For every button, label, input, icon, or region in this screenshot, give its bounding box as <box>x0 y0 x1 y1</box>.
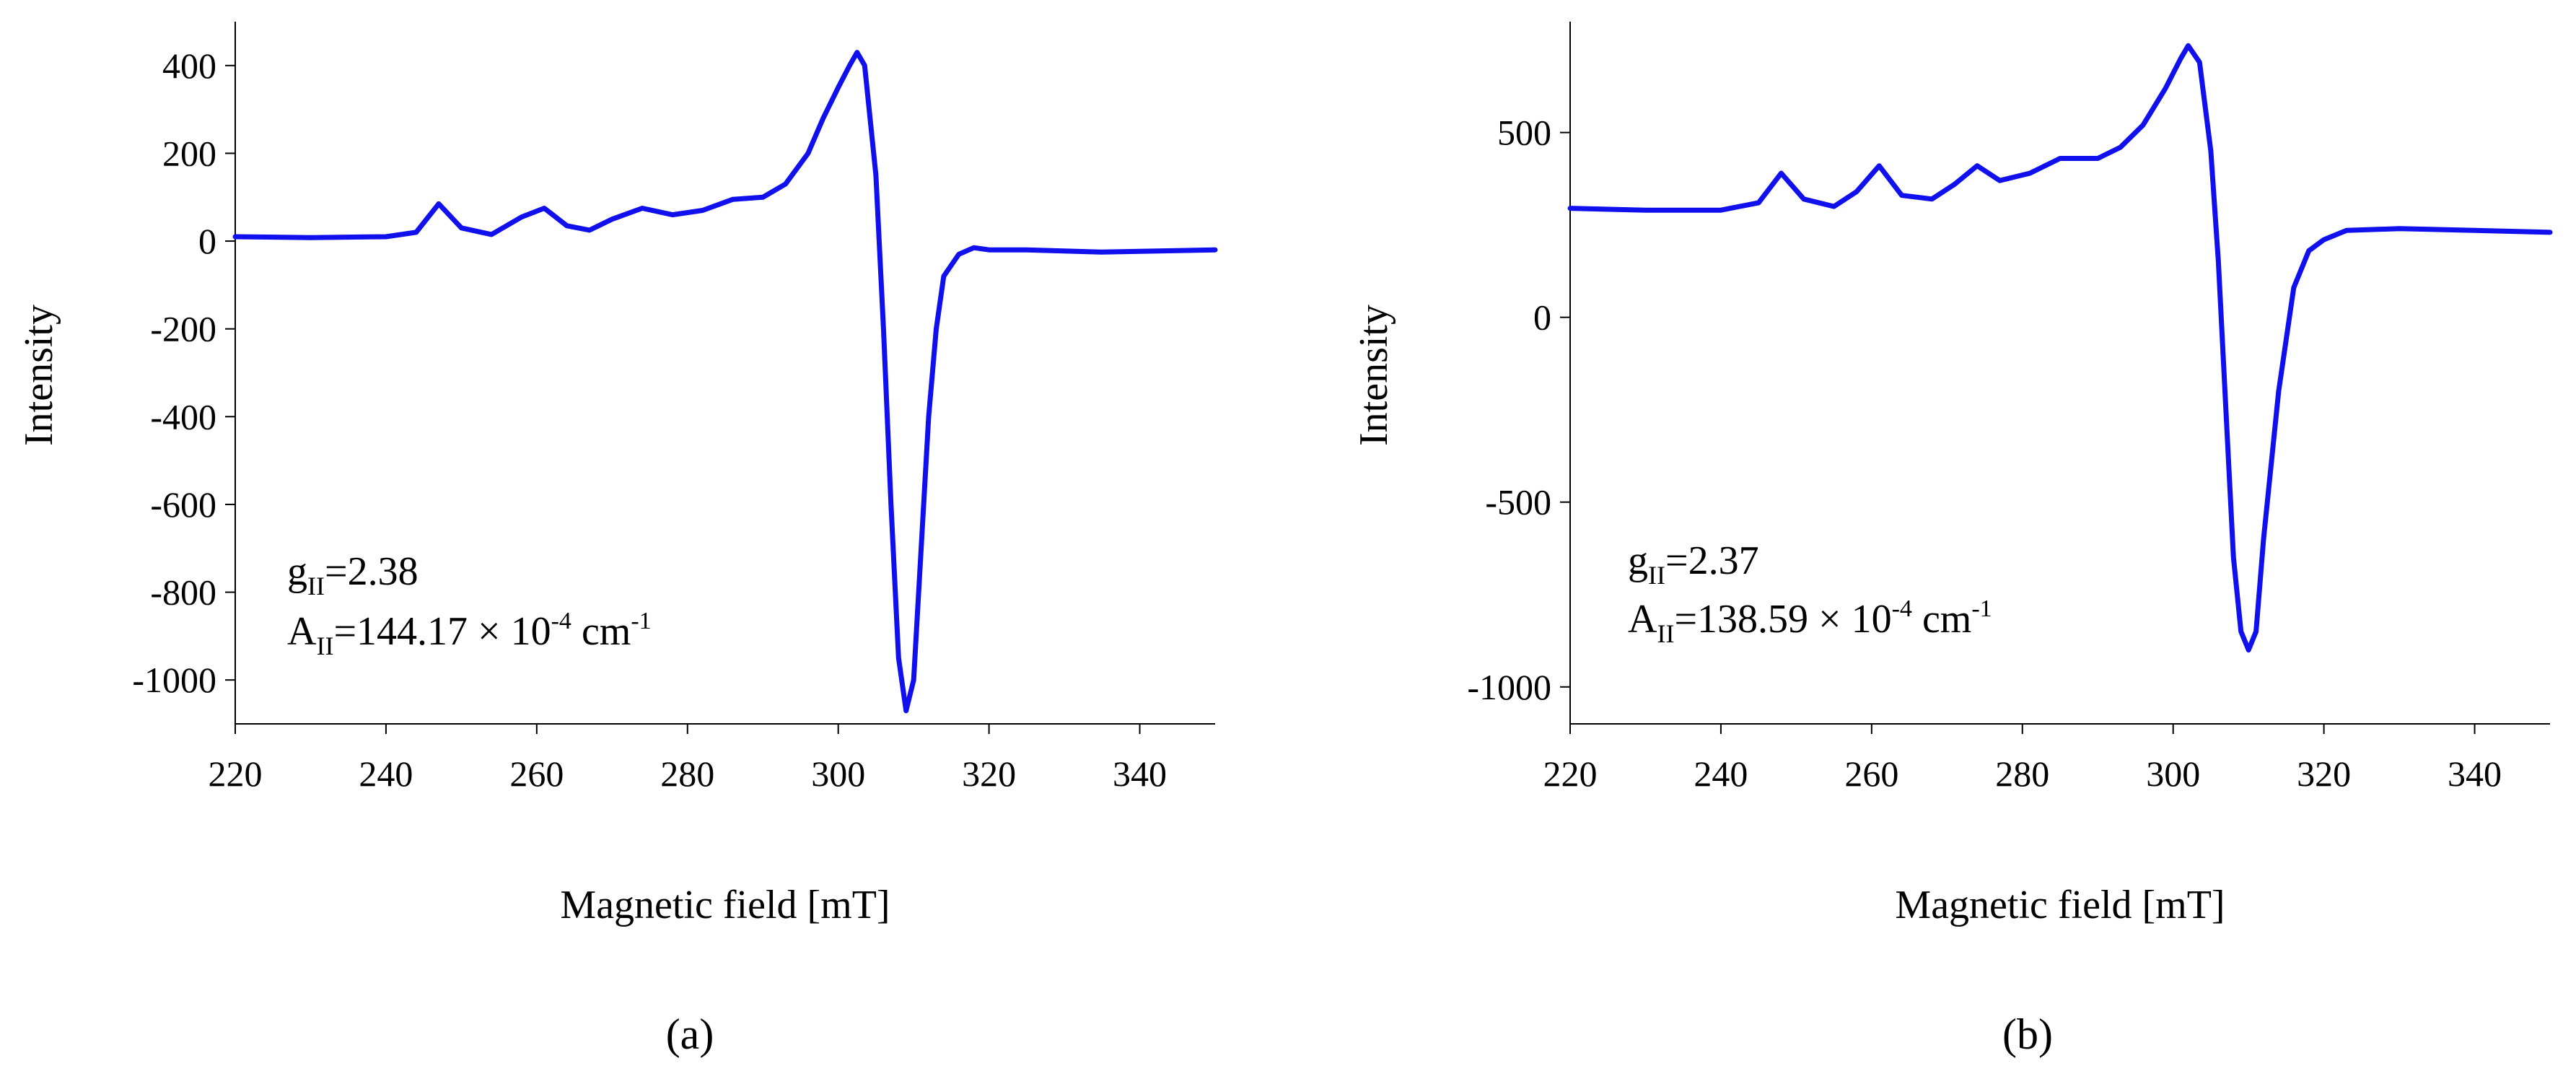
y-tick-label: -600 <box>150 484 216 525</box>
g-parallel-annotation: gII=2.37 <box>1628 538 1759 590</box>
x-tick-label: 240 <box>1694 753 1748 794</box>
series-line <box>1567 43 2553 653</box>
x-tick-label: 280 <box>660 753 714 794</box>
x-tick-label: 240 <box>359 753 413 794</box>
chart-panel-a: -1000 -800 -600 -400 -200 0 200 400 220 240 260 28… <box>17 22 1218 1058</box>
panel-label-a: (a) <box>666 1010 714 1058</box>
y-tick-label: 0 <box>198 221 216 261</box>
y-tick-label: 500 <box>1497 113 1551 153</box>
x-tick-label: 320 <box>2297 753 2351 794</box>
y-tick-label: -400 <box>150 396 216 437</box>
y-axis-title: Intensity <box>1351 305 1396 446</box>
x-tick-label: 280 <box>1995 753 2049 794</box>
y-axis-title: Intensity <box>17 305 61 446</box>
x-axis-title: Magnetic field [mT] <box>1895 883 2225 927</box>
g-parallel-annotation: gII=2.38 <box>287 549 419 600</box>
series-line <box>232 50 1218 714</box>
y-tick-label: -500 <box>1485 482 1551 523</box>
panel-label-b: (b) <box>2002 1010 2053 1058</box>
y-tick-label: 0 <box>1533 297 1551 338</box>
x-tick-label: 260 <box>1844 753 1898 794</box>
x-tick-label: 260 <box>509 753 564 794</box>
chart-panel-b: -1000 -500 0 500 220 240 260 280 300 320 340 Inte… <box>1351 22 2553 1058</box>
a-parallel-annotation: AII=138.59 × 10-4 cm-1 <box>1628 595 1992 648</box>
x-tick-label: 220 <box>1543 753 1598 794</box>
x-tick-label: 340 <box>1113 753 1167 794</box>
x-tick-label: 300 <box>811 753 865 794</box>
y-tick-label: -1000 <box>132 660 216 700</box>
x-tick-label: 300 <box>2146 753 2200 794</box>
x-tick-label: 340 <box>2448 753 2502 794</box>
y-tick-label: -1000 <box>1467 667 1551 707</box>
x-axis-title: Magnetic field [mT] <box>560 883 890 927</box>
y-tick-label: -800 <box>150 572 216 613</box>
x-tick-label: 220 <box>209 753 263 794</box>
y-tick-label: 200 <box>162 133 216 173</box>
y-tick-label: -200 <box>150 309 216 349</box>
x-tick-label: 320 <box>962 753 1016 794</box>
a-parallel-annotation: AII=144.17 × 10-4 cm-1 <box>287 608 652 660</box>
y-tick-label: 400 <box>162 45 216 86</box>
